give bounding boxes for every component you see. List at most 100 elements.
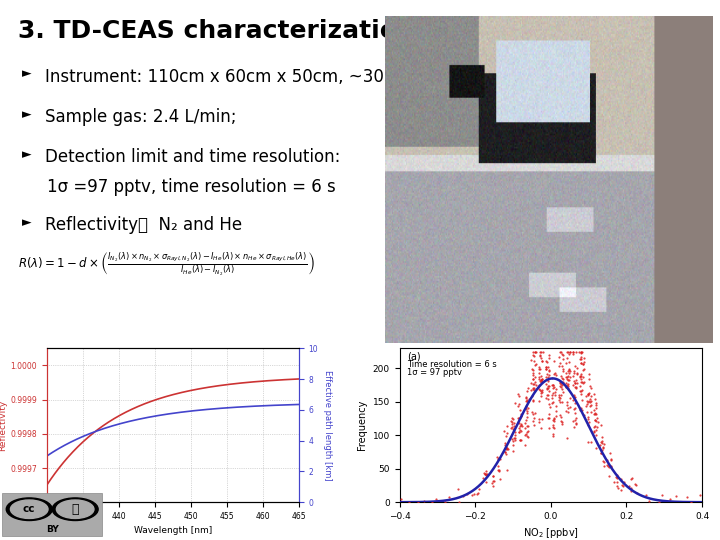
Text: (a): (a) [408, 352, 420, 362]
Point [507, 420, 518, 429]
Point [509, 431, 521, 440]
Point [592, 417, 603, 426]
Point [494, 455, 505, 464]
Point [546, 373, 558, 382]
Point [508, 414, 519, 423]
Point [556, 418, 567, 427]
Point [537, 347, 549, 356]
Text: 3. TD-CEAS characterization: 3. TD-CEAS characterization [18, 19, 415, 43]
Point [567, 350, 579, 359]
Point [546, 381, 558, 390]
Text: ►: ► [22, 148, 31, 161]
Point [533, 373, 544, 381]
Point [602, 462, 613, 471]
Point [595, 421, 607, 430]
Point [520, 394, 531, 403]
Point [570, 420, 582, 428]
Point [577, 385, 588, 394]
Point [526, 392, 537, 401]
Point [494, 467, 505, 476]
Point [562, 381, 574, 390]
Point [570, 414, 582, 422]
Point [547, 380, 559, 389]
Point [564, 347, 576, 356]
Point [481, 478, 492, 487]
Point [522, 421, 534, 430]
Point [577, 359, 589, 368]
Point [590, 444, 602, 453]
Point [582, 437, 593, 446]
Y-axis label: Effective path length [km]: Effective path length [km] [323, 370, 332, 481]
Point [555, 413, 567, 422]
Point [576, 347, 588, 356]
Point [516, 412, 527, 421]
Point [553, 393, 564, 402]
Point [553, 390, 564, 399]
Point [584, 398, 595, 407]
Point [528, 414, 540, 422]
Point [555, 380, 567, 388]
Point [513, 400, 525, 409]
Point [521, 422, 532, 430]
Point [556, 373, 567, 382]
Point [543, 363, 554, 372]
Point [560, 382, 572, 391]
Point [526, 378, 537, 387]
Point [536, 375, 547, 384]
Point [529, 347, 541, 356]
Point [519, 431, 531, 440]
Point [528, 351, 539, 360]
Point [519, 441, 531, 449]
Point [557, 350, 568, 359]
Point [527, 371, 539, 380]
Point [575, 377, 587, 386]
Point [528, 366, 539, 374]
Point [527, 385, 539, 394]
Point [501, 422, 513, 431]
Point [554, 347, 566, 356]
Point [570, 416, 581, 424]
Point [529, 377, 541, 386]
Point [561, 381, 572, 389]
Point [514, 422, 526, 430]
Point [502, 444, 513, 453]
Point [542, 377, 554, 386]
Point [486, 479, 498, 488]
Point [563, 358, 575, 367]
Point [585, 402, 596, 410]
Point [585, 392, 596, 401]
Point [541, 364, 552, 373]
Point [588, 427, 599, 436]
Point [534, 417, 545, 426]
Point [508, 425, 519, 434]
Point [555, 347, 567, 356]
Point [544, 402, 555, 411]
Point [575, 359, 587, 367]
Point [548, 423, 559, 432]
Point [500, 431, 512, 440]
Point [603, 471, 615, 480]
Point [557, 377, 569, 386]
Point [536, 357, 548, 366]
Point [502, 466, 513, 475]
Point [530, 347, 541, 356]
Point [477, 474, 489, 483]
Point [582, 421, 593, 430]
Point [556, 420, 567, 428]
Point [570, 398, 581, 407]
Point [508, 419, 520, 428]
Point [508, 422, 520, 430]
Point [562, 384, 574, 393]
Point [527, 369, 539, 377]
Point [583, 375, 595, 383]
Point [523, 394, 534, 403]
Point [631, 489, 642, 497]
Point [528, 409, 540, 417]
Point [541, 362, 552, 371]
Point [554, 397, 566, 406]
Point [590, 410, 602, 418]
Point [567, 347, 579, 356]
Point [527, 347, 539, 356]
Point [575, 359, 586, 368]
Point [550, 411, 562, 420]
